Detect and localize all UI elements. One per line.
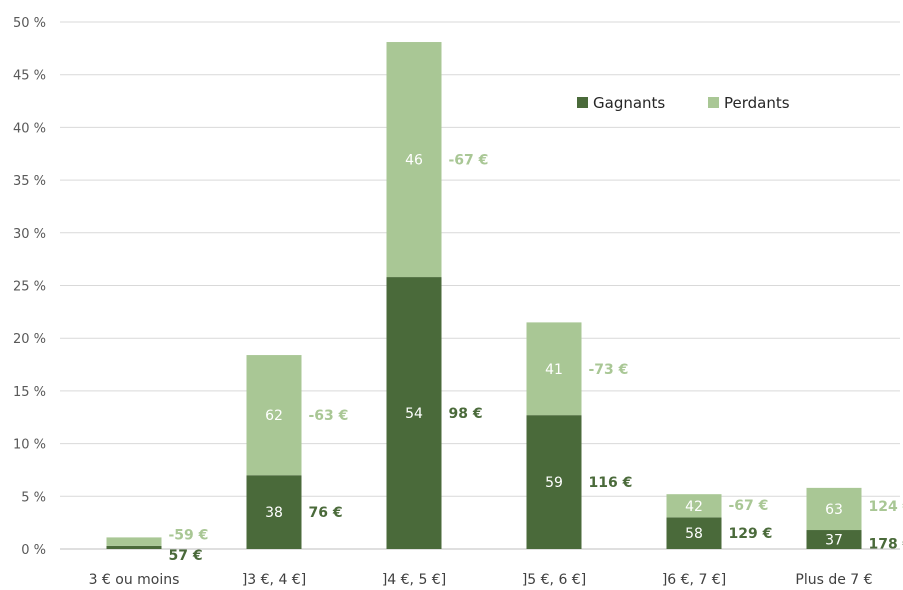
side-label-gagnants: 57 € bbox=[169, 548, 203, 564]
bar-gagnants bbox=[666, 517, 722, 549]
legend: Gagnants Perdants bbox=[577, 94, 790, 112]
bar-label-gagnants: 54 bbox=[405, 406, 423, 422]
x-tick-label: ]5 €, 6 €] bbox=[522, 572, 586, 588]
side-label-perdants: -67 € bbox=[729, 498, 769, 514]
bar-perdants bbox=[526, 322, 582, 416]
y-tick-label: 45 % bbox=[13, 69, 46, 84]
bar-gagnants bbox=[526, 415, 582, 549]
bar-label-gagnants: 58 bbox=[685, 526, 703, 542]
x-tick-label: 3 € ou moins bbox=[89, 572, 180, 588]
bar-perdants bbox=[806, 487, 862, 531]
y-tick-label: 10 % bbox=[13, 438, 46, 453]
side-label-gagnants: 178 € bbox=[869, 537, 903, 553]
legend-swatch-gagnants bbox=[577, 97, 588, 108]
y-tick-label: 15 % bbox=[13, 385, 46, 400]
legend-label-perdants: Perdants bbox=[724, 94, 790, 112]
side-label-perdants: -73 € bbox=[589, 362, 629, 378]
y-tick-label: 5 % bbox=[21, 490, 46, 505]
y-tick-label: 20 % bbox=[13, 332, 46, 347]
y-axis: 0 % 5 % 10 % 15 % 20 % 25 % 30 % 35 % 40 % 45 % 50… bbox=[13, 16, 46, 558]
y-tick-label: 30 % bbox=[13, 227, 46, 242]
side-label-gagnants: 76 € bbox=[309, 505, 343, 521]
y-tick-label: 50 % bbox=[13, 16, 46, 31]
bar-gagnants bbox=[806, 530, 862, 549]
gridlines bbox=[60, 21, 900, 550]
y-tick-label: 0 % bbox=[21, 543, 46, 558]
legend-swatch-perdants bbox=[708, 97, 719, 108]
x-tick-label: ]4 €, 5 €] bbox=[382, 572, 446, 588]
data-labels: 25 75 57 € -59 € 38 62 76 € -63 € 54 46 98 € -67 € 5… bbox=[125, 153, 903, 565]
bars bbox=[106, 42, 862, 549]
side-label-gagnants: 129 € bbox=[729, 526, 773, 542]
bar-perdants bbox=[106, 537, 162, 546]
bar-perdants bbox=[386, 42, 442, 278]
bar-label-perdants: 41 bbox=[545, 362, 563, 378]
side-label-gagnants: 116 € bbox=[589, 475, 633, 491]
bar-gagnants bbox=[106, 545, 162, 549]
bar-perdants bbox=[666, 494, 722, 518]
bar-gagnants bbox=[246, 475, 302, 549]
bar-gagnants bbox=[386, 277, 442, 549]
legend-label-gagnants: Gagnants bbox=[593, 94, 665, 112]
x-tick-label: Plus de 7 € bbox=[795, 572, 872, 588]
x-axis: 3 € ou moins ]3 €, 4 €] ]4 €, 5 €] ]5 €, 6 … bbox=[89, 572, 873, 588]
bar-label-gagnants: 37 bbox=[825, 533, 843, 549]
y-tick-label: 25 % bbox=[13, 280, 46, 295]
side-label-perdants: -63 € bbox=[309, 408, 349, 424]
side-label-perdants: 124 € bbox=[869, 499, 903, 515]
side-label-perdants: -59 € bbox=[169, 527, 209, 543]
x-tick-label: ]3 €, 4 €] bbox=[242, 572, 306, 588]
bar-label-gagnants: 25 bbox=[125, 549, 143, 565]
x-tick-label: ]6 €, 7 €] bbox=[662, 572, 726, 588]
y-tick-label: 35 % bbox=[13, 174, 46, 189]
y-tick-label: 40 % bbox=[13, 121, 46, 136]
bar-label-perdants: 75 bbox=[125, 521, 143, 537]
bar-label-perdants: 46 bbox=[405, 153, 423, 169]
bar-label-gagnants: 38 bbox=[265, 505, 283, 521]
bar-perdants bbox=[246, 355, 302, 476]
bar-label-perdants: 63 bbox=[825, 502, 843, 518]
side-label-gagnants: 98 € bbox=[449, 406, 483, 422]
bar-label-gagnants: 59 bbox=[545, 475, 563, 491]
side-label-perdants: -67 € bbox=[449, 153, 489, 169]
bar-label-perdants: 42 bbox=[685, 499, 703, 515]
bar-label-perdants: 62 bbox=[265, 408, 283, 424]
